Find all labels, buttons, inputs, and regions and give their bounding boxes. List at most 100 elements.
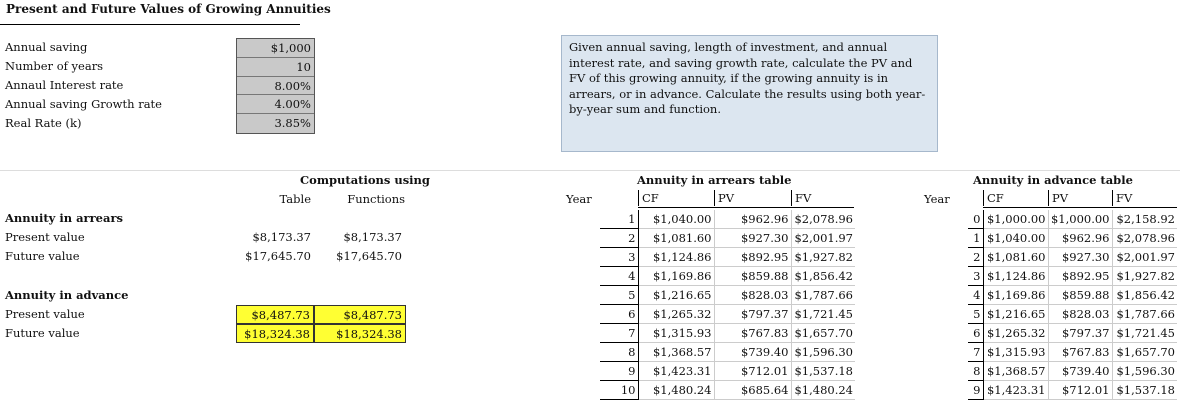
- arrears-fv-label: Future value: [5, 249, 80, 263]
- advance-pv-func[interactable]: $8,487.73: [314, 305, 406, 324]
- arrears-year-cell[interactable]: 8: [600, 342, 639, 362]
- arrears-year-cell[interactable]: 3: [600, 247, 639, 267]
- arrears-cf-cell[interactable]: $1,265.32: [638, 304, 715, 324]
- arrears-fv-cell[interactable]: $2,001.97: [791, 228, 855, 248]
- advance-cf-cell[interactable]: $1,081.60: [983, 247, 1049, 267]
- advance-fv-cell[interactable]: $1,537.18: [1112, 380, 1177, 400]
- advance-fv-cell[interactable]: $1,596.30: [1112, 361, 1177, 381]
- advance-cf-cell[interactable]: $1,000.00: [983, 210, 1049, 229]
- arrears-cf-cell[interactable]: $1,315.93: [638, 323, 715, 343]
- arrears-fv-cell[interactable]: $2,078.96: [791, 210, 855, 229]
- arrears-fv-cell[interactable]: $1,657.70: [791, 323, 855, 343]
- advance-year-cell[interactable]: 0: [968, 210, 984, 229]
- advance-year-cell[interactable]: 9: [968, 380, 984, 400]
- advance-pv-cell[interactable]: $767.83: [1048, 342, 1113, 362]
- advance-year-cell[interactable]: 3: [968, 266, 984, 286]
- advance-table: 0 $1,000.00 $1,000.00 $2,158.92 1 $1,040.00 $9…: [968, 210, 1177, 400]
- arrears-year-cell[interactable]: 1: [600, 210, 639, 229]
- arrears-pv-table[interactable]: $8,173.37: [252, 230, 311, 244]
- arrears-pv-cell[interactable]: $767.83: [714, 323, 792, 343]
- arrears-year-cell[interactable]: 7: [600, 323, 639, 343]
- advance-cf-cell[interactable]: $1,040.00: [983, 228, 1049, 248]
- arrears-cf-cell[interactable]: $1,040.00: [638, 210, 715, 229]
- advance-year-cell[interactable]: 5: [968, 304, 984, 324]
- arrears-fv-cell[interactable]: $1,787.66: [791, 285, 855, 305]
- advance-cf-cell[interactable]: $1,368.57: [983, 361, 1049, 381]
- advance-cf-cell[interactable]: $1,315.93: [983, 342, 1049, 362]
- advance-fv-cell[interactable]: $1,856.42: [1112, 285, 1177, 305]
- arrears-pv-cell[interactable]: $859.88: [714, 266, 792, 286]
- advance-year-cell[interactable]: 6: [968, 323, 984, 343]
- arrears-fv-cell[interactable]: $1,537.18: [791, 361, 855, 381]
- arrears-cf-cell[interactable]: $1,216.65: [638, 285, 715, 305]
- arrears-row: 2 $1,081.60 $927.30 $2,001.97: [600, 228, 855, 248]
- advance-pv-cell[interactable]: $892.95: [1048, 266, 1113, 286]
- advance-pv-cell[interactable]: $828.03: [1048, 304, 1113, 324]
- arrears-pv-cell[interactable]: $892.95: [714, 247, 792, 267]
- advance-fv-cell[interactable]: $2,001.97: [1112, 247, 1177, 267]
- arrears-pv-cell[interactable]: $797.37: [714, 304, 792, 324]
- arrears-year-cell[interactable]: 2: [600, 228, 639, 248]
- input-value-cell[interactable]: $1,000: [237, 39, 314, 58]
- arrears-fv-cell[interactable]: $1,856.42: [791, 266, 855, 286]
- arrears-cf-cell[interactable]: $1,368.57: [638, 342, 715, 362]
- arrears-fv-cell[interactable]: $1,927.82: [791, 247, 855, 267]
- advance-cf-cell[interactable]: $1,265.32: [983, 323, 1049, 343]
- advance-fv-cell[interactable]: $1,927.82: [1112, 266, 1177, 286]
- arrears-pv-cell[interactable]: $685.64: [714, 380, 792, 400]
- advance-pv-cell[interactable]: $962.96: [1048, 228, 1113, 248]
- advance-fv-cell[interactable]: $1,787.66: [1112, 304, 1177, 324]
- advance-cf-cell[interactable]: $1,423.31: [983, 380, 1049, 400]
- arrears-fv-cell[interactable]: $1,721.45: [791, 304, 855, 324]
- advance-year-cell[interactable]: 7: [968, 342, 984, 362]
- input-value-cell[interactable]: 4.00%: [237, 95, 314, 115]
- advance-fv-cell[interactable]: $1,657.70: [1112, 342, 1177, 362]
- arrears-fv-func[interactable]: $17,645.70: [336, 249, 402, 263]
- advance-fv-table[interactable]: $18,324.38: [236, 324, 314, 343]
- arrears-pv-cell[interactable]: $828.03: [714, 285, 792, 305]
- input-value-cell[interactable]: 3.85%: [274, 116, 311, 131]
- advance-cf-cell[interactable]: $1,216.65: [983, 304, 1049, 324]
- advance-pv-cell[interactable]: $739.40: [1048, 361, 1113, 381]
- advance-cf-cell[interactable]: $1,124.86: [983, 266, 1049, 286]
- arrears-year-cell[interactable]: 4: [600, 266, 639, 286]
- arrears-year-cell[interactable]: 10: [600, 380, 639, 400]
- arrears-fv-table[interactable]: $17,645.70: [245, 249, 311, 263]
- arrears-pv-cell[interactable]: $712.01: [714, 361, 792, 381]
- advance-pv-table[interactable]: $8,487.73: [236, 305, 314, 324]
- arrears-pv-cell[interactable]: $927.30: [714, 228, 792, 248]
- advance-pv-cell[interactable]: $859.88: [1048, 285, 1113, 305]
- input-value-cell[interactable]: 10: [237, 58, 314, 77]
- arrears-year-cell[interactable]: 6: [600, 304, 639, 324]
- advance-pv-cell[interactable]: $1,000.00: [1048, 210, 1113, 229]
- arrears-cf-cell[interactable]: $1,480.24: [638, 380, 715, 400]
- input-value-cell[interactable]: 8.00%: [237, 77, 314, 96]
- advance-pv-cell[interactable]: $927.30: [1048, 247, 1113, 267]
- arrears-fv-cell[interactable]: $1,596.30: [791, 342, 855, 362]
- arrears-year-cell[interactable]: 5: [600, 285, 639, 305]
- advance-year-cell[interactable]: 4: [968, 285, 984, 305]
- arrears-cf-cell[interactable]: $1,081.60: [638, 228, 715, 248]
- arrears-cf-cell[interactable]: $1,423.31: [638, 361, 715, 381]
- advance-header-underline: [983, 207, 1177, 208]
- advance-fv-func[interactable]: $18,324.38: [314, 324, 406, 343]
- advance-year-cell[interactable]: 2: [968, 247, 984, 267]
- arrears-fv-cell[interactable]: $1,480.24: [791, 380, 855, 400]
- arrears-pv-label: Present value: [5, 230, 85, 244]
- advance-year-cell[interactable]: 8: [968, 361, 984, 381]
- advance-year-label: Year: [924, 192, 950, 206]
- arrears-cf-cell[interactable]: $1,124.86: [638, 247, 715, 267]
- advance-pv-cell[interactable]: $712.01: [1048, 380, 1113, 400]
- advance-fv-cell[interactable]: $1,721.45: [1112, 323, 1177, 343]
- arrears-year-cell[interactable]: 9: [600, 361, 639, 381]
- row-divider: [920, 170, 1180, 171]
- arrears-pv-cell[interactable]: $962.96: [714, 210, 792, 229]
- advance-pv-cell[interactable]: $797.37: [1048, 323, 1113, 343]
- advance-fv-cell[interactable]: $2,078.96: [1112, 228, 1177, 248]
- arrears-pv-cell[interactable]: $739.40: [714, 342, 792, 362]
- arrears-cf-cell[interactable]: $1,169.86: [638, 266, 715, 286]
- arrears-pv-func[interactable]: $8,173.37: [343, 230, 402, 244]
- advance-cf-cell[interactable]: $1,169.86: [983, 285, 1049, 305]
- advance-fv-cell[interactable]: $2,158.92: [1112, 210, 1177, 229]
- advance-year-cell[interactable]: 1: [968, 228, 984, 248]
